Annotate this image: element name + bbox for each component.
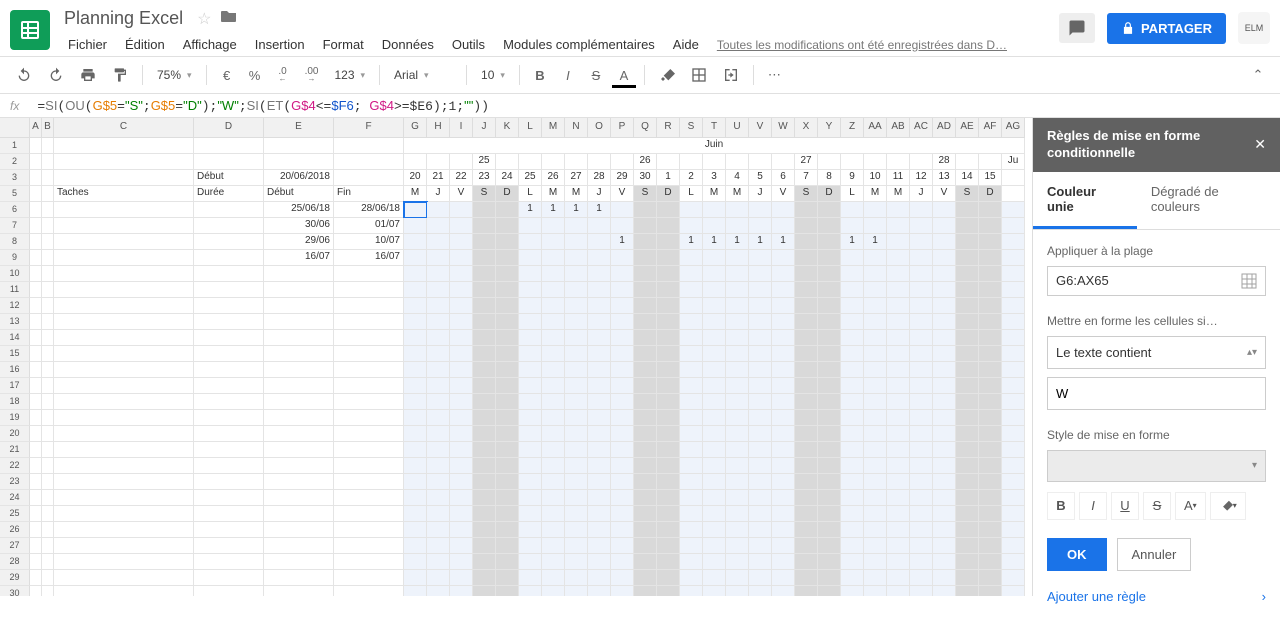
redo-button[interactable] (42, 62, 70, 88)
folder-icon[interactable] (221, 9, 237, 28)
condition-select[interactable]: Le texte contient ▴▾ (1047, 336, 1266, 369)
menu-affichage[interactable]: Affichage (175, 33, 245, 56)
conditional-format-panel: Règles de mise en forme conditionnelle ✕… (1032, 118, 1280, 596)
menu-fichier[interactable]: Fichier (60, 33, 115, 56)
menu-edition[interactable]: Édition (117, 33, 173, 56)
bold-button[interactable]: B (528, 62, 552, 88)
chevron-right-icon: › (1262, 589, 1266, 604)
doc-title[interactable]: Planning Excel (60, 6, 187, 31)
share-button[interactable]: PARTAGER (1107, 13, 1226, 44)
dec-increase-button[interactable]: .00→ (299, 62, 325, 88)
fx-label: fx (10, 99, 19, 113)
format-if-label: Mettre en forme les cellules si… (1047, 314, 1266, 328)
fmt-italic-button[interactable]: I (1079, 492, 1107, 520)
italic-button[interactable]: I (556, 62, 580, 88)
avatar[interactable]: ELM (1238, 12, 1270, 44)
style-label: Style de mise en forme (1047, 428, 1266, 442)
currency-button[interactable]: € (215, 62, 239, 88)
more-button[interactable]: ⋯ (762, 62, 787, 88)
comments-button[interactable] (1059, 13, 1095, 43)
print-button[interactable] (74, 62, 102, 88)
fillcolor-button[interactable] (653, 62, 681, 88)
add-rule-link[interactable]: Ajouter une règle › (1047, 589, 1266, 604)
menu-outils[interactable]: Outils (444, 33, 493, 56)
formula-input[interactable]: =SI(OU(G$5="S";G$5="D");"W";SI(ET(G$4<=$… (37, 98, 489, 114)
strike-button[interactable]: S (584, 62, 608, 88)
font-select[interactable]: Arial (388, 66, 458, 84)
save-status[interactable]: Toutes les modifications ont été enregis… (717, 38, 1007, 52)
numfmt-select[interactable]: 123 (328, 66, 371, 84)
share-label: PARTAGER (1141, 21, 1212, 36)
undo-button[interactable] (10, 62, 38, 88)
grid-select-icon[interactable] (1241, 273, 1257, 289)
fmt-textcolor-button[interactable]: A▾ (1175, 492, 1206, 520)
close-icon[interactable]: ✕ (1254, 136, 1266, 153)
menu-insertion[interactable]: Insertion (247, 33, 313, 56)
menu-donnees[interactable]: Données (374, 33, 442, 56)
style-preview[interactable]: ▾ (1047, 450, 1266, 482)
range-input[interactable]: G6:AX65 (1047, 266, 1266, 296)
zoom-select[interactable]: 75% (151, 66, 198, 84)
panel-title: Règles de mise en forme conditionnelle (1047, 128, 1254, 162)
fontsize-select[interactable]: 10 (475, 66, 511, 84)
toolbar: 75% € % .0← .00→ 123 Arial 10 B I S A ⋯ … (0, 56, 1280, 94)
condition-value-input[interactable] (1047, 377, 1266, 410)
merge-button[interactable] (717, 62, 745, 88)
menu-format[interactable]: Format (315, 33, 372, 56)
tab-gradient[interactable]: Dégradé de couleurs (1137, 172, 1280, 229)
textcolor-button[interactable]: A (612, 62, 636, 88)
sheets-logo[interactable] (10, 10, 50, 50)
menu-modules[interactable]: Modules complémentaires (495, 33, 663, 56)
fmt-fillcolor-button[interactable]: ▾ (1210, 492, 1246, 520)
tab-single-color[interactable]: Couleur unie (1033, 172, 1137, 229)
star-icon[interactable]: ☆ (197, 9, 211, 29)
menu-aide[interactable]: Aide (665, 33, 707, 56)
fmt-underline-button[interactable]: U (1111, 492, 1139, 520)
ok-button[interactable]: OK (1047, 538, 1107, 571)
collapse-toolbar-button[interactable]: ⌃ (1246, 62, 1270, 88)
percent-button[interactable]: % (243, 62, 267, 88)
cancel-button[interactable]: Annuler (1117, 538, 1192, 571)
apply-range-label: Appliquer à la plage (1047, 244, 1266, 258)
dec-decrease-button[interactable]: .0← (271, 62, 295, 88)
menu-bar: Fichier Édition Affichage Insertion Form… (60, 33, 1059, 56)
fmt-bold-button[interactable]: B (1047, 492, 1075, 520)
borders-button[interactable] (685, 62, 713, 88)
paint-format-button[interactable] (106, 62, 134, 88)
spreadsheet-grid[interactable]: ABCDEFGHIJKLMNOPQRSTUVWXYZAAABACADAEAFAG… (0, 118, 1032, 596)
fmt-strike-button[interactable]: S (1143, 492, 1171, 520)
